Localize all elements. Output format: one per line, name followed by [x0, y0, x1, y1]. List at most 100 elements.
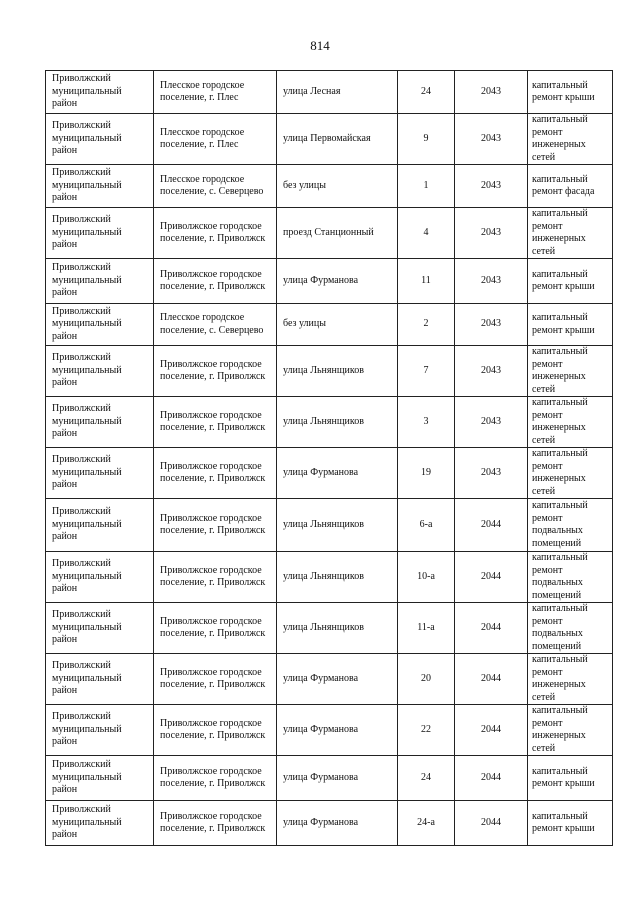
house-number-cell: 2: [397, 303, 455, 346]
settlement-cell: Приволжское городское поселение, г. Прив…: [153, 653, 277, 705]
work-type-cell: капитальный ремонт инженерных сетей: [527, 207, 613, 259]
work-type-cell: капитальный ремонт подвальных помещений: [527, 498, 613, 552]
settlement-cell: Приволжское городское поселение, г. Прив…: [153, 498, 277, 552]
year-cell: 2043: [454, 113, 528, 165]
street-cell: улица Фурманова: [276, 704, 398, 756]
district-cell: Приволжский муниципальный район: [45, 551, 154, 603]
table-row: Приволжский муниципальный район Приволжск…: [45, 704, 613, 756]
house-number-cell: 24-а: [397, 800, 455, 846]
work-type-cell: капитальный ремонт инженерных сетей: [527, 396, 613, 448]
street-cell: улица Льнянщиков: [276, 498, 398, 552]
street-cell: улица Фурманова: [276, 755, 398, 801]
year-cell: 2043: [454, 396, 528, 448]
table-row: Приволжский муниципальный район Приволжск…: [45, 498, 613, 552]
work-type-cell: капитальный ремонт подвальных помещений: [527, 602, 613, 654]
year-cell: 2044: [454, 551, 528, 603]
street-cell: улица Фурманова: [276, 447, 398, 499]
street-cell: улица Первомайская: [276, 113, 398, 165]
district-cell: Приволжский муниципальный район: [45, 653, 154, 705]
year-cell: 2043: [454, 258, 528, 304]
year-cell: 2044: [454, 704, 528, 756]
table-row: Приволжский муниципальный район Приволжск…: [45, 207, 613, 259]
house-number-cell: 19: [397, 447, 455, 499]
street-cell: улица Лесная: [276, 70, 398, 114]
house-number-cell: 3: [397, 396, 455, 448]
table-row: Приволжский муниципальный район Приволжск…: [45, 447, 613, 499]
settlement-cell: Плесское городское поселение, г. Плес: [153, 70, 277, 114]
district-cell: Приволжский муниципальный район: [45, 602, 154, 654]
table-row: Приволжский муниципальный район Приволжск…: [45, 345, 613, 397]
district-cell: Приволжский муниципальный район: [45, 345, 154, 397]
street-cell: улица Льнянщиков: [276, 602, 398, 654]
work-type-cell: капитальный ремонт инженерных сетей: [527, 113, 613, 165]
district-cell: Приволжский муниципальный район: [45, 113, 154, 165]
district-cell: Приволжский муниципальный район: [45, 70, 154, 114]
district-cell: Приволжский муниципальный район: [45, 447, 154, 499]
work-type-cell: капитальный ремонт инженерных сетей: [527, 447, 613, 499]
settlement-cell: Приволжское городское поселение, г. Прив…: [153, 396, 277, 448]
page-number: 814: [310, 38, 330, 53]
year-cell: 2043: [454, 303, 528, 346]
year-cell: 2044: [454, 498, 528, 552]
district-cell: Приволжский муниципальный район: [45, 303, 154, 346]
year-cell: 2043: [454, 70, 528, 114]
settlement-cell: Приволжское городское поселение, г. Прив…: [153, 704, 277, 756]
house-number-cell: 4: [397, 207, 455, 259]
year-cell: 2044: [454, 653, 528, 705]
work-type-cell: капитальный ремонт крыши: [527, 800, 613, 846]
house-number-cell: 11-а: [397, 602, 455, 654]
table-row: Приволжский муниципальный район Приволжск…: [45, 396, 613, 448]
year-cell: 2043: [454, 447, 528, 499]
settlement-cell: Приволжское городское поселение, г. Прив…: [153, 258, 277, 304]
settlement-cell: Приволжское городское поселение, г. Прив…: [153, 551, 277, 603]
work-type-cell: капитальный ремонт крыши: [527, 70, 613, 114]
table-row: Приволжский муниципальный район Плесское …: [45, 164, 613, 208]
district-cell: Приволжский муниципальный район: [45, 164, 154, 208]
work-type-cell: капитальный ремонт фасада: [527, 164, 613, 208]
street-cell: улица Фурманова: [276, 653, 398, 705]
work-type-cell: капитальный ремонт подвальных помещений: [527, 551, 613, 603]
house-number-cell: 20: [397, 653, 455, 705]
table-row: Приволжский муниципальный район Приволжск…: [45, 258, 613, 304]
settlement-cell: Приволжское городское поселение, г. Прив…: [153, 207, 277, 259]
table-row: Приволжский муниципальный район Приволжск…: [45, 602, 613, 654]
street-cell: улица Фурманова: [276, 800, 398, 846]
district-cell: Приволжский муниципальный район: [45, 207, 154, 259]
district-cell: Приволжский муниципальный район: [45, 704, 154, 756]
table-row: Приволжский муниципальный район Приволжск…: [45, 800, 613, 846]
settlement-cell: Приволжское городское поселение, г. Прив…: [153, 800, 277, 846]
work-type-cell: капитальный ремонт крыши: [527, 258, 613, 304]
house-number-cell: 22: [397, 704, 455, 756]
house-number-cell: 6-а: [397, 498, 455, 552]
street-cell: улица Льнянщиков: [276, 345, 398, 397]
settlement-cell: Плесское городское поселение, с. Северце…: [153, 303, 277, 346]
table-row: Приволжский муниципальный район Плесское …: [45, 303, 613, 346]
table-row: Приволжский муниципальный район Плесское …: [45, 70, 613, 114]
table-row: Приволжский муниципальный район Плесское …: [45, 113, 613, 165]
repair-schedule-table: Приволжский муниципальный район Плесское …: [45, 70, 613, 846]
street-cell: без улицы: [276, 303, 398, 346]
house-number-cell: 1: [397, 164, 455, 208]
settlement-cell: Приволжское городское поселение, г. Прив…: [153, 345, 277, 397]
street-cell: проезд Станционный: [276, 207, 398, 259]
settlement-cell: Плесское городское поселение, с. Северце…: [153, 164, 277, 208]
work-type-cell: капитальный ремонт инженерных сетей: [527, 345, 613, 397]
settlement-cell: Приволжское городское поселение, г. Прив…: [153, 755, 277, 801]
street-cell: улица Льнянщиков: [276, 396, 398, 448]
house-number-cell: 9: [397, 113, 455, 165]
settlement-cell: Приволжское городское поселение, г. Прив…: [153, 447, 277, 499]
table-row: Приволжский муниципальный район Приволжск…: [45, 653, 613, 705]
work-type-cell: капитальный ремонт крыши: [527, 755, 613, 801]
work-type-cell: капитальный ремонт инженерных сетей: [527, 653, 613, 705]
table-row: Приволжский муниципальный район Приволжск…: [45, 551, 613, 603]
year-cell: 2043: [454, 164, 528, 208]
street-cell: улица Фурманова: [276, 258, 398, 304]
house-number-cell: 24: [397, 755, 455, 801]
district-cell: Приволжский муниципальный район: [45, 755, 154, 801]
year-cell: 2043: [454, 345, 528, 397]
house-number-cell: 11: [397, 258, 455, 304]
year-cell: 2043: [454, 207, 528, 259]
district-cell: Приволжский муниципальный район: [45, 258, 154, 304]
house-number-cell: 7: [397, 345, 455, 397]
work-type-cell: капитальный ремонт инженерных сетей: [527, 704, 613, 756]
